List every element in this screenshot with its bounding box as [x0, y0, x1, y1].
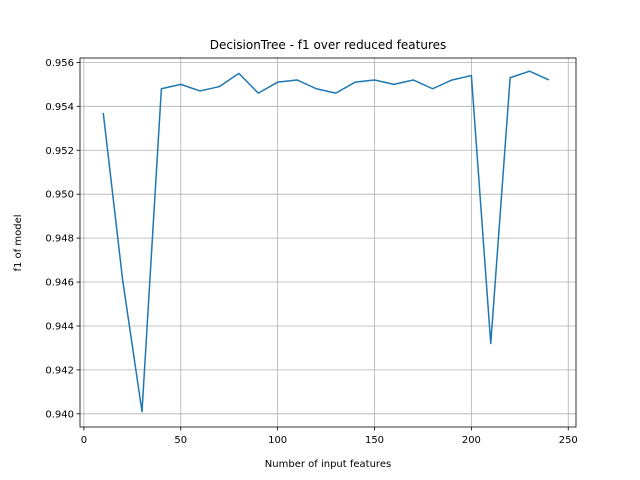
y-tick-label: 0.956: [45, 58, 74, 69]
y-tick-label: 0.948: [45, 234, 74, 245]
y-tick-label: 0.946: [45, 278, 74, 289]
y-tick-label: 0.954: [45, 102, 74, 113]
y-tick-label: 0.952: [45, 146, 74, 157]
y-tick-label: 0.944: [45, 321, 74, 332]
y-tick-label: 0.940: [45, 409, 74, 420]
plot-area: [102, 70, 550, 413]
x-axis-label: Number of input features: [265, 459, 391, 470]
x-tick-label: 250: [559, 435, 578, 446]
grid: [80, 58, 576, 427]
y-axis-label: f1 of model: [13, 214, 24, 271]
chart-title: DecisionTree - f1 over reduced features: [210, 38, 447, 52]
y-tick-label: 0.942: [45, 365, 74, 376]
x-tick-label: 0: [81, 435, 87, 446]
axes-frame: [79, 57, 577, 428]
y-tick-label: 0.950: [45, 190, 74, 201]
x-tick-label: 100: [268, 435, 287, 446]
x-tick-label: 150: [365, 435, 384, 446]
x-tick-label: 200: [462, 435, 481, 446]
series-line: [102, 70, 550, 413]
x-tick-label: 50: [174, 435, 187, 446]
axes: 0 50 100 150 200 250 0.940 0.942 0.944 0.946 0.948…: [45, 57, 578, 446]
